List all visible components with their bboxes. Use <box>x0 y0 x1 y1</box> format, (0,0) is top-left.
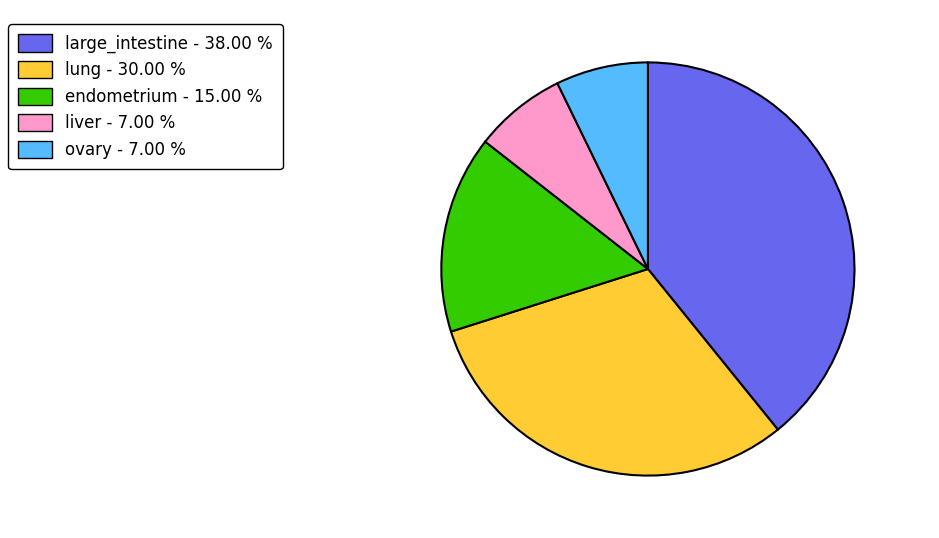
Wedge shape <box>451 269 777 476</box>
Wedge shape <box>648 62 854 430</box>
Wedge shape <box>485 83 648 269</box>
Legend: large_intestine - 38.00 %, lung - 30.00 %, endometrium - 15.00 %, liver - 7.00 %: large_intestine - 38.00 %, lung - 30.00 … <box>8 24 283 169</box>
Wedge shape <box>558 62 648 269</box>
Wedge shape <box>441 141 648 331</box>
